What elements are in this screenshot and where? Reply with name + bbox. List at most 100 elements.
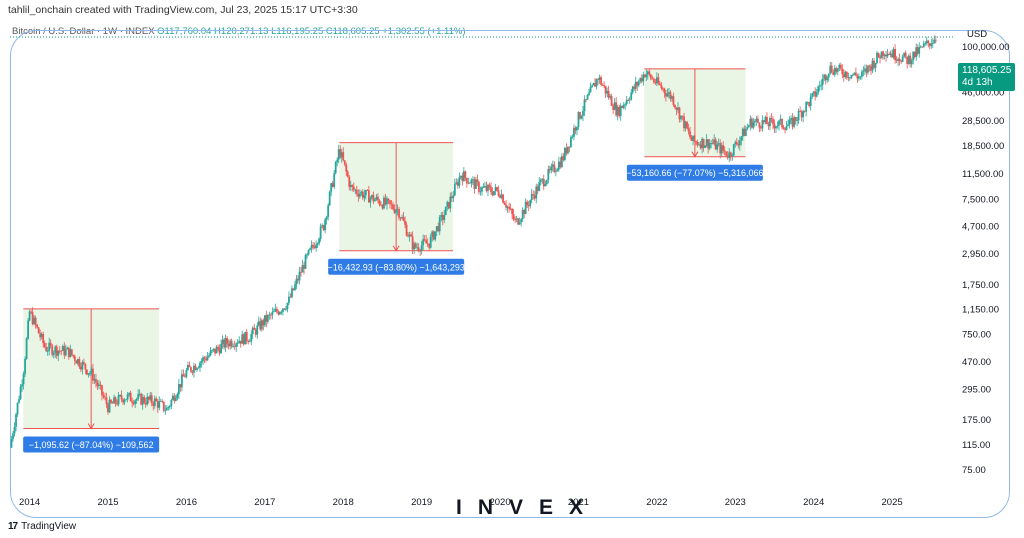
candle-body [206,356,209,361]
candle-body [92,368,94,381]
candle-body [120,395,123,400]
candle-body [256,325,259,335]
candle-body [331,183,334,187]
candle-body [346,171,349,177]
candle-body [10,439,13,448]
candle-body [46,350,49,352]
candle-body [482,187,485,188]
drawdown-arrowhead [691,151,699,158]
candle-body [165,408,168,411]
candle-body [744,129,747,136]
candle-body [348,176,351,187]
candle-body [75,360,78,364]
candle-body [898,58,901,61]
candle-body [241,334,244,344]
candle-body [51,345,54,355]
candle-body [134,400,137,405]
candle-body [21,384,23,387]
candle-body [544,184,547,187]
candle-body [705,139,708,146]
candle-body [808,102,811,106]
candle-body [247,340,250,342]
candle-body [159,401,162,402]
candle-body [848,77,851,79]
candle-body [660,84,663,89]
drawdown-arrowhead [87,423,95,430]
candle-body [398,209,400,218]
candle-body [138,393,141,395]
candle-body [158,401,161,408]
candle-body [295,278,298,285]
candle-body [366,190,369,191]
candle-body [928,43,931,46]
y-tick-label: 75.00 [962,465,986,476]
candle-body [300,271,302,273]
tradingview-footer[interactable]: 17 TradingView [8,521,76,532]
candle-body [419,250,422,252]
candle-body [128,392,131,395]
candle-body [377,196,379,201]
candle-body [743,128,746,136]
candle-body [367,190,370,203]
candle-body [383,197,385,209]
candle-body [470,179,473,184]
candle-body [913,51,916,58]
candle-body [96,382,99,387]
candle-body [113,397,115,404]
y-axis: USD100,000.0070,000.0046,000.0028,500.00… [962,29,1010,476]
candle-body [205,358,207,361]
candle-body [683,116,685,129]
candle-body [73,356,76,361]
candle-body [812,91,815,94]
candle-body [880,51,883,59]
candle-body [826,77,829,81]
candle-body [568,146,571,148]
candle-body [364,190,367,195]
candle-body [395,210,397,213]
candle-body [447,201,450,209]
candle-body [853,72,856,75]
candle-body [67,347,70,357]
candle-body [334,161,337,174]
candle-body [369,197,372,203]
candle-body [582,111,584,116]
candle-body [217,346,219,349]
candle-body [66,347,69,350]
candle-body [597,79,599,80]
candle-body [265,315,268,322]
candle-body [499,195,501,198]
x-axis: 2014 2015 2016 2017 2018 2019 2020 2021 2022 2023… [19,497,903,508]
candle-body [778,120,780,126]
candle-body [342,152,345,161]
candle-body [156,401,159,408]
candle-body [462,171,465,182]
candle-body [438,216,441,232]
candle-body [571,136,574,138]
candle-body [710,143,713,144]
candle-body [548,169,551,171]
candle-body [690,137,693,141]
candle-body [89,373,91,374]
candle-body [416,247,419,249]
candle-body [864,68,866,71]
candle-body [796,120,798,122]
candle-body [34,317,37,325]
candle-body [16,402,19,415]
candle-body [209,350,212,356]
candle-body [393,209,396,213]
x-tick-label: 2017 [254,497,275,508]
candle-body [916,47,919,54]
candle-body [25,338,28,359]
candle-body [734,142,737,145]
candle-body [661,88,664,90]
candle-body [592,83,595,86]
candle-body [459,175,462,178]
candle-body [107,404,109,413]
y-tick-label: 11,500.00 [962,169,1004,180]
candle-body [803,110,806,112]
candle-body [116,403,118,405]
candle-body [615,102,618,116]
candle-body [125,399,128,401]
candle-body [526,201,529,205]
